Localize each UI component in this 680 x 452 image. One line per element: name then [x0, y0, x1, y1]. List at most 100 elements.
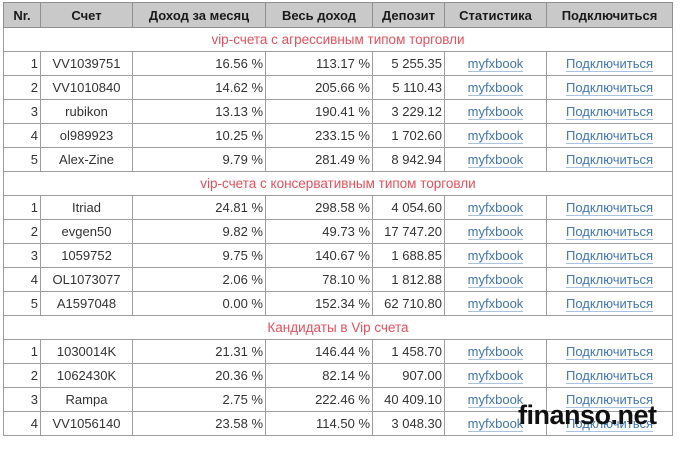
- connect-cell: Подключиться: [546, 291, 673, 316]
- table-row: 3 Rampa 2.75 % 222.46 % 40 409.10 myfxbo…: [3, 387, 673, 412]
- row-number: 3: [3, 99, 41, 124]
- table-row: 5 Alex-Zine 9.79 % 281.49 % 8 942.94 myf…: [3, 147, 673, 172]
- myfxbook-link[interactable]: myfxbook: [467, 392, 524, 408]
- account-name: Alex-Zine: [40, 147, 133, 172]
- account-name: VV1010840: [40, 75, 133, 100]
- connect-link[interactable]: Подключиться: [565, 80, 654, 96]
- connect-cell: Подключиться: [546, 219, 673, 244]
- myfxbook-link[interactable]: myfxbook: [467, 200, 524, 216]
- connect-link[interactable]: Подключиться: [565, 344, 654, 360]
- deposit: 17 747.20: [372, 219, 445, 244]
- statistics-cell: myfxbook: [444, 291, 547, 316]
- statistics-cell: myfxbook: [444, 123, 547, 148]
- row-number: 5: [3, 291, 41, 316]
- monthly-income: 20.36 %: [132, 363, 266, 388]
- account-name: VV1039751: [40, 51, 133, 76]
- statistics-cell: myfxbook: [444, 363, 547, 388]
- myfxbook-link[interactable]: myfxbook: [467, 248, 524, 264]
- connect-link[interactable]: Подключиться: [565, 200, 654, 216]
- section-title-text: vip-счета с агрессивным типом торговли: [3, 27, 673, 52]
- section-title-candidates: Кандидаты в Vip счета: [3, 315, 673, 340]
- deposit: 62 710.80: [372, 291, 445, 316]
- table-row: 2 evgen50 9.82 % 49.73 % 17 747.20 myfxb…: [3, 219, 673, 244]
- connect-link[interactable]: Подключиться: [565, 368, 654, 384]
- table-row: 1 VV1039751 16.56 % 113.17 % 5 255.35 my…: [3, 51, 673, 76]
- connect-link[interactable]: Подключиться: [565, 128, 654, 144]
- myfxbook-link[interactable]: myfxbook: [467, 344, 524, 360]
- deposit: 1 688.85: [372, 243, 445, 268]
- connect-link[interactable]: Подключиться: [565, 152, 654, 168]
- section-title-conservative: vip-счета с консервативным типом торговл…: [3, 171, 673, 196]
- connect-link[interactable]: Подключиться: [565, 272, 654, 288]
- myfxbook-link[interactable]: myfxbook: [467, 296, 524, 312]
- row-number: 5: [3, 147, 41, 172]
- connect-cell: Подключиться: [546, 51, 673, 76]
- monthly-income: 0.00 %: [132, 291, 266, 316]
- total-income: 205.66 %: [265, 75, 373, 100]
- statistics-cell: myfxbook: [444, 51, 547, 76]
- row-number: 1: [3, 195, 41, 220]
- deposit: 1 812.88: [372, 267, 445, 292]
- monthly-income: 13.13 %: [132, 99, 266, 124]
- total-income: 233.15 %: [265, 123, 373, 148]
- myfxbook-link[interactable]: myfxbook: [467, 128, 524, 144]
- total-income: 146.44 %: [265, 339, 373, 364]
- myfxbook-link[interactable]: myfxbook: [467, 152, 524, 168]
- account-name: Rampa: [40, 387, 133, 412]
- row-number: 3: [3, 243, 41, 268]
- myfxbook-link[interactable]: myfxbook: [467, 104, 524, 120]
- table-row: 2 1062430K 20.36 % 82.14 % 907.00 myfxbo…: [3, 363, 673, 388]
- row-number: 2: [3, 219, 41, 244]
- connect-link[interactable]: Подключиться: [565, 104, 654, 120]
- account-name: 1059752: [40, 243, 133, 268]
- account-name: evgen50: [40, 219, 133, 244]
- connect-cell: Подключиться: [546, 147, 673, 172]
- monthly-income: 24.81 %: [132, 195, 266, 220]
- myfxbook-link[interactable]: myfxbook: [467, 80, 524, 96]
- total-income: 114.50 %: [265, 411, 373, 436]
- table-row: 4 ol989923 10.25 % 233.15 % 1 702.60 myf…: [3, 123, 673, 148]
- row-number: 3: [3, 387, 41, 412]
- total-income: 49.73 %: [265, 219, 373, 244]
- account-name: VV1056140: [40, 411, 133, 436]
- connect-cell: Подключиться: [546, 195, 673, 220]
- myfxbook-link[interactable]: myfxbook: [467, 368, 524, 384]
- monthly-income: 10.25 %: [132, 123, 266, 148]
- connect-link[interactable]: Подключиться: [565, 224, 654, 240]
- connect-link[interactable]: Подключиться: [565, 248, 654, 264]
- connect-link[interactable]: Подключиться: [565, 392, 654, 408]
- deposit: 3 229.12: [372, 99, 445, 124]
- table-row: 4 VV1056140 23.58 % 114.50 % 3 048.30 my…: [3, 411, 673, 436]
- monthly-income: 14.62 %: [132, 75, 266, 100]
- col-header-monthly-income: Доход за месяц: [132, 2, 266, 28]
- col-header-statistics: Статистика: [444, 2, 547, 28]
- deposit: 3 048.30: [372, 411, 445, 436]
- connect-link[interactable]: Подключиться: [565, 56, 654, 72]
- myfxbook-link[interactable]: myfxbook: [467, 56, 524, 72]
- statistics-cell: myfxbook: [444, 243, 547, 268]
- table-row: 1 Itriad 24.81 % 298.58 % 4 054.60 myfxb…: [3, 195, 673, 220]
- total-income: 152.34 %: [265, 291, 373, 316]
- myfxbook-link[interactable]: myfxbook: [467, 272, 524, 288]
- connect-cell: Подключиться: [546, 411, 673, 436]
- connect-cell: Подключиться: [546, 99, 673, 124]
- finanso-watermark: finanso.net: [518, 400, 657, 430]
- connect-cell: Подключиться: [546, 363, 673, 388]
- statistics-cell: myfxbook: [444, 195, 547, 220]
- col-header-total-income: Весь доход: [265, 2, 373, 28]
- total-income: 78.10 %: [265, 267, 373, 292]
- connect-link[interactable]: Подключиться: [565, 416, 654, 432]
- deposit: 40 409.10: [372, 387, 445, 412]
- statistics-cell: myfxbook: [444, 339, 547, 364]
- table-row: 4 OL1073077 2.06 % 78.10 % 1 812.88 myfx…: [3, 267, 673, 292]
- monthly-income: 9.79 %: [132, 147, 266, 172]
- myfxbook-link[interactable]: myfxbook: [467, 416, 524, 432]
- table-row: 3 rubikon 13.13 % 190.41 % 3 229.12 myfx…: [3, 99, 673, 124]
- connect-link[interactable]: Подключиться: [565, 296, 654, 312]
- table-row: 1 1030014K 21.31 % 146.44 % 1 458.70 myf…: [3, 339, 673, 364]
- row-number: 1: [3, 51, 41, 76]
- myfxbook-link[interactable]: myfxbook: [467, 224, 524, 240]
- connect-cell: Подключиться: [546, 123, 673, 148]
- statistics-cell: myfxbook: [444, 147, 547, 172]
- account-name: 1030014K: [40, 339, 133, 364]
